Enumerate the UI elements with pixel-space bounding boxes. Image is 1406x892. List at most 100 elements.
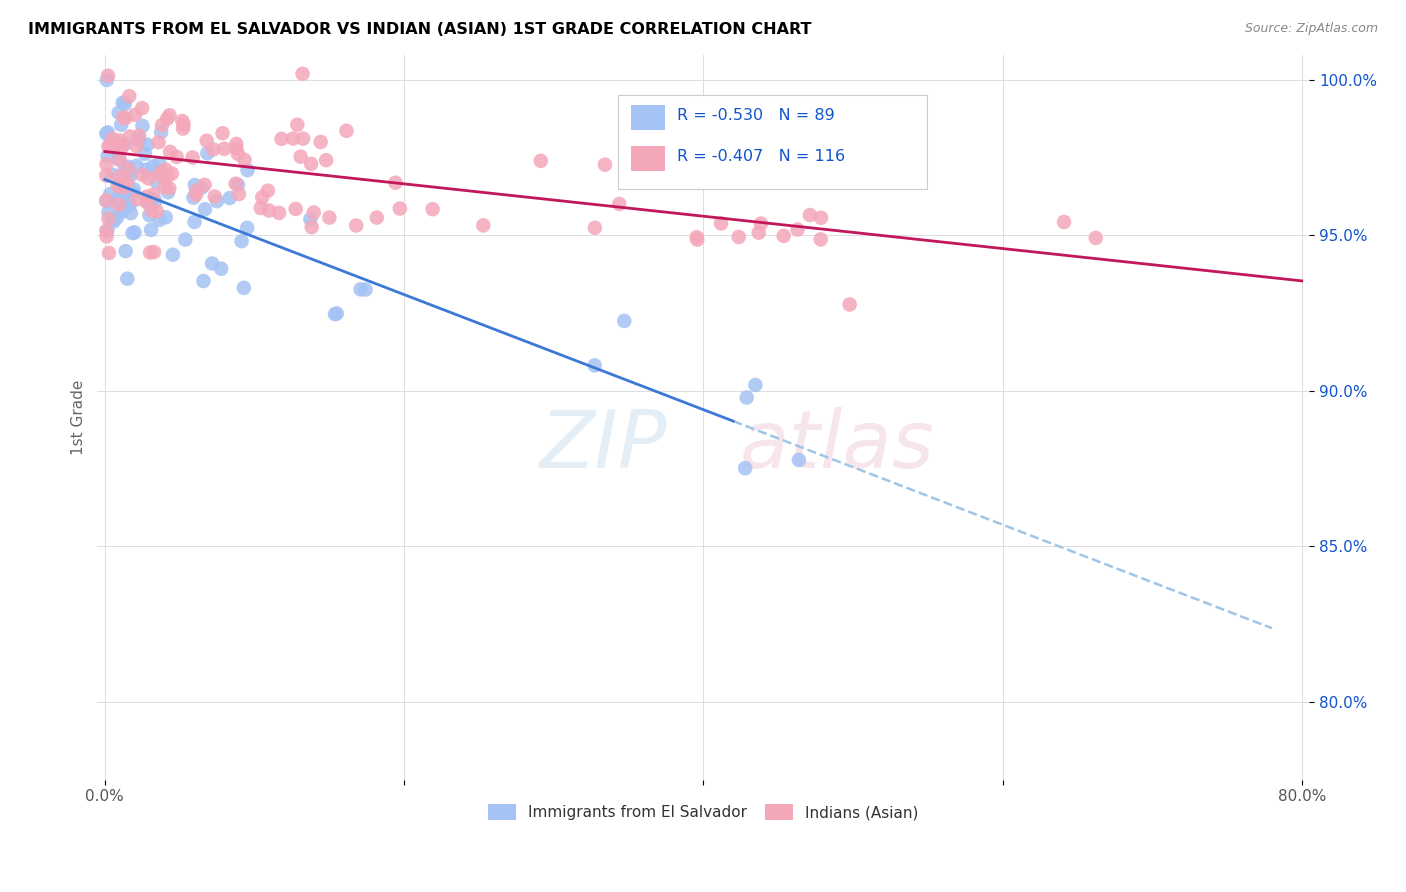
Point bbox=[181, 151, 204, 165]
Point bbox=[291, 67, 314, 81]
Point bbox=[232, 281, 254, 295]
Point bbox=[131, 119, 153, 133]
Point bbox=[325, 306, 347, 320]
Point bbox=[108, 153, 131, 167]
Point bbox=[257, 203, 280, 218]
Point bbox=[101, 132, 124, 146]
Point bbox=[148, 135, 170, 149]
Point bbox=[145, 175, 167, 189]
Text: IMMIGRANTS FROM EL SALVADOR VS INDIAN (ASIAN) 1ST GRADE CORRELATION CHART: IMMIGRANTS FROM EL SALVADOR VS INDIAN (A… bbox=[28, 22, 811, 37]
Point bbox=[150, 163, 173, 178]
Point bbox=[96, 229, 118, 244]
Point bbox=[838, 297, 860, 311]
Point bbox=[183, 191, 205, 205]
Point bbox=[302, 205, 325, 219]
Point bbox=[120, 168, 142, 182]
Point bbox=[141, 192, 163, 206]
Point bbox=[136, 137, 159, 152]
Point bbox=[292, 131, 315, 145]
Point bbox=[111, 95, 134, 110]
Point bbox=[96, 194, 118, 208]
Point bbox=[149, 165, 172, 179]
Point bbox=[686, 230, 709, 244]
Point bbox=[786, 222, 808, 236]
Point bbox=[135, 189, 157, 203]
Point bbox=[787, 453, 810, 467]
Point bbox=[299, 157, 322, 171]
Point bbox=[204, 189, 226, 203]
Point bbox=[193, 274, 215, 288]
Point bbox=[115, 175, 138, 189]
Point bbox=[103, 214, 125, 228]
Point bbox=[114, 161, 136, 176]
Point bbox=[233, 153, 256, 167]
Point bbox=[131, 101, 153, 115]
Point bbox=[214, 142, 236, 156]
Point bbox=[344, 219, 367, 233]
Point bbox=[174, 233, 197, 247]
Point bbox=[150, 125, 173, 139]
Point bbox=[384, 176, 406, 190]
Point bbox=[157, 185, 180, 199]
Point bbox=[98, 187, 121, 202]
Point bbox=[111, 198, 134, 212]
Point bbox=[114, 180, 136, 194]
Point bbox=[110, 138, 132, 153]
Point bbox=[166, 150, 188, 164]
Point bbox=[139, 245, 162, 260]
Point bbox=[1084, 231, 1107, 245]
Point bbox=[226, 146, 249, 161]
Point bbox=[127, 133, 149, 147]
Point bbox=[128, 133, 150, 147]
Point bbox=[160, 167, 183, 181]
Legend: Immigrants from El Salvador, Indians (Asian): Immigrants from El Salvador, Indians (As… bbox=[482, 798, 925, 826]
Point bbox=[128, 128, 150, 143]
Point bbox=[756, 161, 779, 175]
Point bbox=[143, 245, 166, 260]
Point bbox=[1053, 215, 1076, 229]
Point bbox=[252, 190, 274, 204]
FancyBboxPatch shape bbox=[630, 146, 665, 171]
Point bbox=[138, 171, 160, 186]
Point bbox=[173, 118, 195, 132]
Point bbox=[472, 219, 495, 233]
Point bbox=[195, 134, 218, 148]
Point bbox=[749, 217, 772, 231]
Point bbox=[111, 204, 134, 219]
Point bbox=[155, 211, 177, 225]
Point bbox=[225, 136, 247, 151]
FancyBboxPatch shape bbox=[619, 95, 928, 189]
Point bbox=[114, 244, 136, 259]
Point bbox=[105, 193, 128, 207]
Point bbox=[583, 220, 606, 235]
Point bbox=[202, 143, 225, 157]
Point bbox=[172, 114, 194, 128]
Point bbox=[97, 205, 120, 219]
Point bbox=[149, 157, 172, 171]
Point bbox=[583, 359, 606, 373]
Point bbox=[156, 112, 179, 126]
Point bbox=[354, 283, 377, 297]
Point bbox=[686, 233, 709, 247]
Point bbox=[138, 208, 160, 222]
Point bbox=[748, 226, 770, 240]
Point bbox=[108, 153, 131, 167]
Point bbox=[117, 271, 139, 285]
Point bbox=[107, 178, 129, 193]
Point bbox=[195, 146, 218, 161]
Point bbox=[105, 211, 128, 225]
Point bbox=[318, 211, 340, 225]
Point bbox=[96, 224, 118, 238]
Point bbox=[97, 211, 120, 226]
Point bbox=[269, 206, 291, 220]
Point bbox=[97, 125, 120, 139]
Point bbox=[150, 118, 173, 132]
Point bbox=[749, 164, 772, 178]
Point bbox=[117, 160, 139, 174]
Point bbox=[139, 223, 162, 237]
Point bbox=[97, 69, 120, 83]
Point bbox=[96, 73, 118, 87]
Point bbox=[142, 187, 165, 202]
Point bbox=[156, 169, 179, 184]
Point bbox=[184, 187, 207, 202]
